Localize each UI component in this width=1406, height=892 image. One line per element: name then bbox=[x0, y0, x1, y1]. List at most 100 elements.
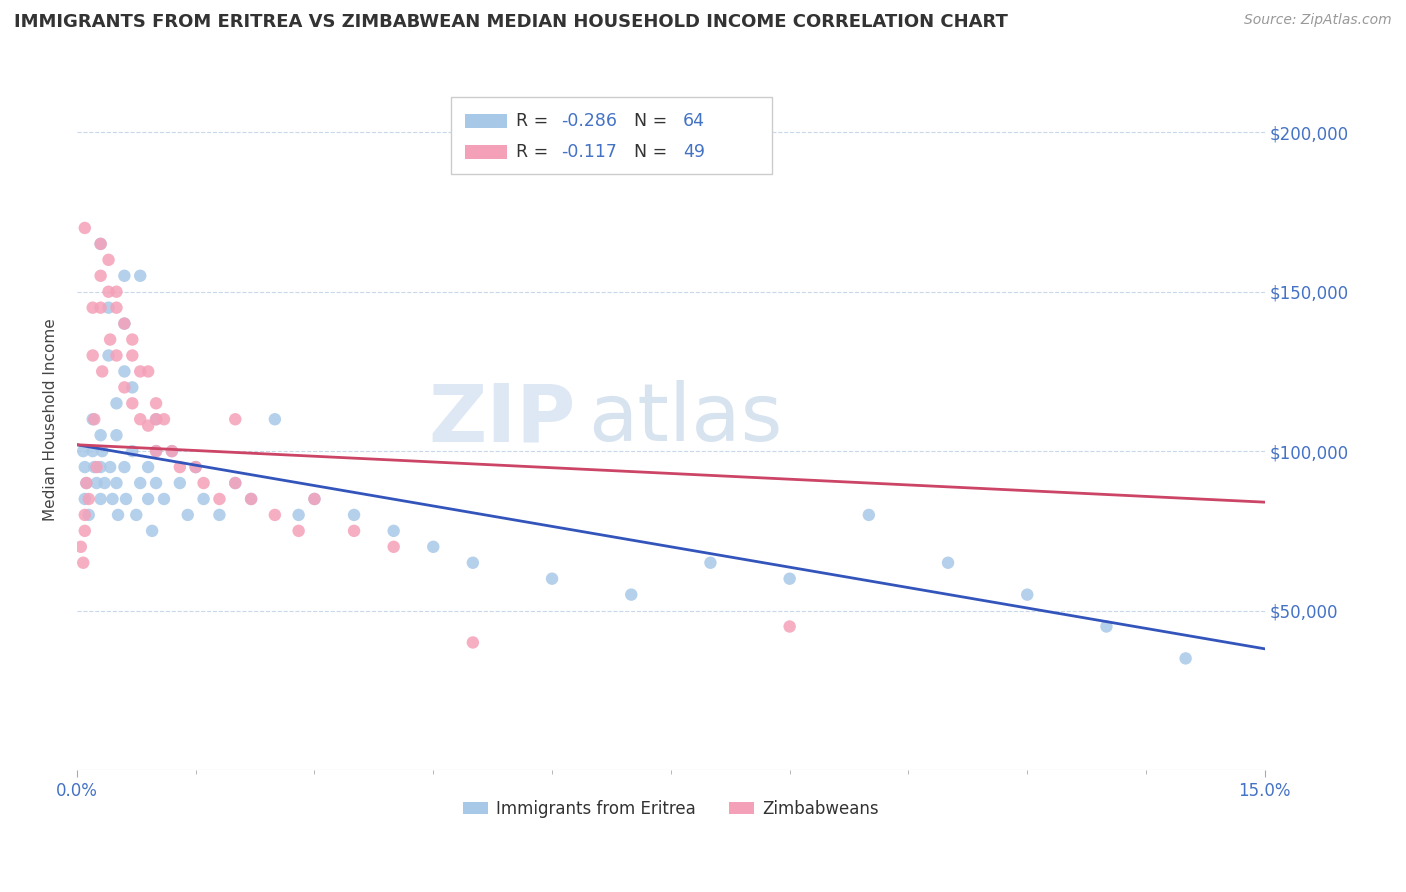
Point bbox=[382, 524, 405, 538]
Text: Source: ZipAtlas.com: Source: ZipAtlas.com bbox=[1244, 13, 1392, 28]
Point bbox=[90, 236, 112, 251]
Point bbox=[304, 491, 326, 506]
Point bbox=[75, 476, 97, 491]
Point bbox=[136, 460, 159, 475]
Point bbox=[422, 540, 444, 554]
Point bbox=[121, 444, 143, 458]
Point bbox=[69, 540, 91, 554]
Point bbox=[145, 412, 167, 426]
Text: atlas: atlas bbox=[588, 380, 782, 458]
Point bbox=[82, 444, 104, 458]
Point bbox=[541, 572, 564, 586]
Point bbox=[193, 476, 215, 491]
Point bbox=[153, 412, 176, 426]
Point bbox=[82, 301, 104, 315]
Point bbox=[224, 412, 246, 426]
Point bbox=[224, 476, 246, 491]
Point bbox=[224, 476, 246, 491]
Point bbox=[382, 540, 405, 554]
Bar bbox=[451, 96, 772, 174]
Point bbox=[73, 221, 96, 235]
Point bbox=[145, 476, 167, 491]
Point bbox=[98, 460, 121, 475]
Point bbox=[177, 508, 200, 522]
Point bbox=[105, 301, 128, 315]
Y-axis label: Median Household Income: Median Household Income bbox=[44, 318, 58, 521]
Point bbox=[169, 476, 191, 491]
Point bbox=[129, 412, 152, 426]
Point bbox=[83, 412, 105, 426]
Point bbox=[77, 508, 100, 522]
Point bbox=[90, 236, 112, 251]
Text: IMMIGRANTS FROM ERITREA VS ZIMBABWEAN MEDIAN HOUSEHOLD INCOME CORRELATION CHART: IMMIGRANTS FROM ERITREA VS ZIMBABWEAN ME… bbox=[14, 13, 1008, 31]
Text: R =: R = bbox=[516, 143, 554, 161]
Point bbox=[263, 508, 285, 522]
Point bbox=[98, 333, 121, 347]
Point bbox=[90, 460, 112, 475]
Point bbox=[1017, 588, 1039, 602]
Point bbox=[779, 619, 801, 633]
Point bbox=[160, 444, 183, 458]
Point bbox=[107, 508, 129, 522]
Point bbox=[73, 460, 96, 475]
Point bbox=[1095, 619, 1118, 633]
Point bbox=[72, 556, 94, 570]
Legend: Immigrants from Eritrea, Zimbabweans: Immigrants from Eritrea, Zimbabweans bbox=[456, 794, 886, 825]
Text: 64: 64 bbox=[683, 112, 704, 130]
Point bbox=[121, 396, 143, 410]
Point bbox=[620, 588, 643, 602]
Point bbox=[115, 491, 138, 506]
Point bbox=[82, 349, 104, 363]
Point bbox=[145, 444, 167, 458]
Point bbox=[1174, 651, 1197, 665]
Point bbox=[73, 491, 96, 506]
Point bbox=[858, 508, 880, 522]
Text: 49: 49 bbox=[683, 143, 704, 161]
Point bbox=[90, 301, 112, 315]
Point bbox=[121, 380, 143, 394]
Point bbox=[112, 317, 135, 331]
Point bbox=[82, 412, 104, 426]
Point bbox=[105, 476, 128, 491]
Point bbox=[72, 444, 94, 458]
Point bbox=[83, 460, 105, 475]
Point bbox=[208, 491, 231, 506]
Point bbox=[287, 524, 309, 538]
Point bbox=[129, 268, 152, 283]
Point bbox=[73, 524, 96, 538]
Point bbox=[193, 491, 215, 506]
Bar bbox=[465, 145, 508, 159]
Point bbox=[779, 572, 801, 586]
Point bbox=[97, 285, 120, 299]
Point bbox=[105, 349, 128, 363]
Text: -0.117: -0.117 bbox=[561, 143, 617, 161]
Point bbox=[112, 364, 135, 378]
Point bbox=[343, 524, 366, 538]
Point bbox=[160, 444, 183, 458]
Point bbox=[208, 508, 231, 522]
Text: N =: N = bbox=[623, 143, 673, 161]
Point bbox=[105, 396, 128, 410]
Point bbox=[86, 476, 108, 491]
Point bbox=[129, 364, 152, 378]
Point bbox=[145, 444, 167, 458]
Point bbox=[461, 635, 484, 649]
Point bbox=[86, 460, 108, 475]
Point bbox=[184, 460, 207, 475]
Point bbox=[73, 508, 96, 522]
Point bbox=[91, 364, 114, 378]
Point bbox=[91, 444, 114, 458]
Text: R =: R = bbox=[516, 112, 554, 130]
Point bbox=[153, 491, 176, 506]
Text: -0.286: -0.286 bbox=[561, 112, 617, 130]
Point bbox=[461, 556, 484, 570]
Point bbox=[121, 349, 143, 363]
Point bbox=[112, 380, 135, 394]
Point bbox=[184, 460, 207, 475]
Point bbox=[121, 333, 143, 347]
Point bbox=[145, 412, 167, 426]
Point bbox=[90, 491, 112, 506]
Point bbox=[136, 491, 159, 506]
Point bbox=[105, 285, 128, 299]
Text: N =: N = bbox=[623, 112, 673, 130]
